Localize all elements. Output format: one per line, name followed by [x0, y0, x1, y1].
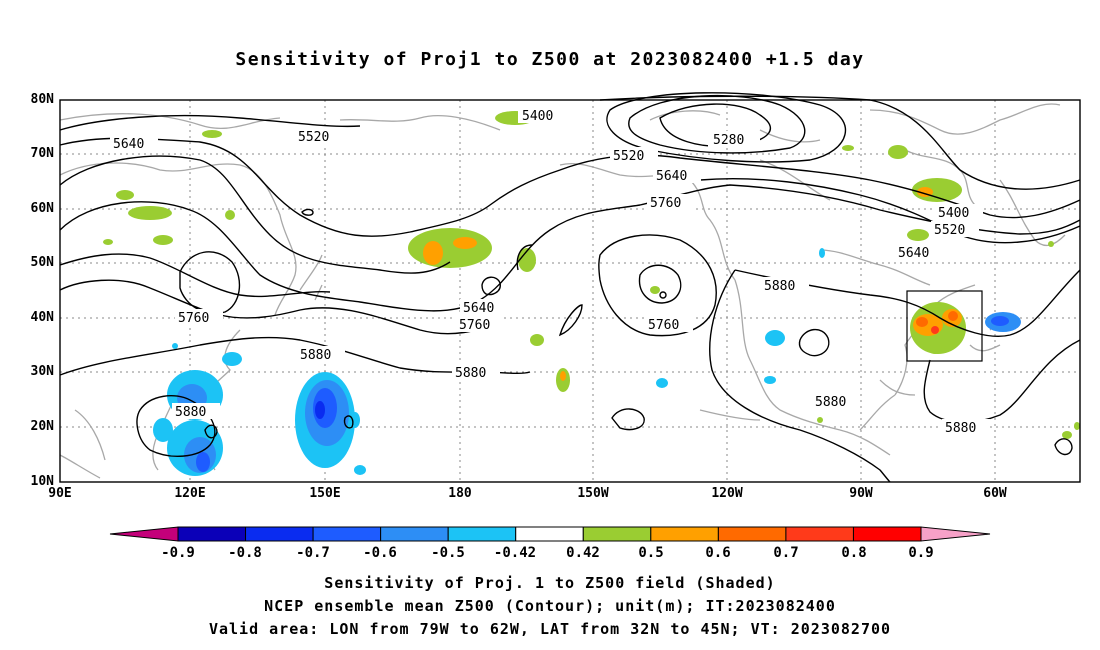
- colorbar: [109, 526, 991, 542]
- lat-label: 60N: [30, 201, 54, 216]
- colorbar-bin: [312, 526, 382, 542]
- colorbar-label: 0.7: [773, 545, 799, 561]
- colorbar-bin: [245, 526, 314, 542]
- lat-label: 50N: [30, 255, 54, 270]
- colorbar-label: 0.5: [638, 545, 664, 561]
- contour-label: 5760: [178, 311, 209, 326]
- valid-area-box: [906, 290, 983, 362]
- contour-label: 5760: [648, 318, 679, 333]
- colorbar-label: -0.6: [363, 545, 397, 561]
- contour-label: 5640: [656, 169, 687, 184]
- colorbar-label: 0.6: [705, 545, 731, 561]
- colorbar-low-cap: [109, 526, 179, 542]
- contour-label: 5880: [300, 348, 331, 363]
- contour-label: 5760: [650, 196, 681, 211]
- contour-label: 5400: [938, 206, 969, 221]
- contour-label: 5880: [764, 279, 795, 294]
- contour-label: 5880: [175, 405, 206, 420]
- colorbar-bin: [380, 526, 449, 542]
- contour-label: 5640: [113, 137, 144, 152]
- contour-label: 5280: [713, 133, 744, 148]
- contour-label: 5640: [898, 246, 929, 261]
- lat-label: 70N: [30, 146, 54, 161]
- footer-line-contour: NCEP ensemble mean Z500 (Contour); unit(…: [264, 597, 836, 615]
- contour-label: 5880: [815, 395, 846, 410]
- footer-line-valid-area: Valid area: LON from 79W to 62W, LAT fro…: [208, 620, 892, 638]
- lat-label: 20N: [30, 419, 54, 434]
- colorbar-label: -0.9: [161, 545, 195, 561]
- colorbar-bin: [650, 526, 719, 542]
- colorbar-bin: [582, 526, 652, 542]
- lon-label: 120E: [174, 486, 206, 501]
- lon-label: 120W: [711, 486, 743, 501]
- shaded-sensitivity: [103, 111, 1080, 476]
- colorbar-high-cap: [920, 526, 991, 542]
- lat-label: 10N: [30, 474, 54, 489]
- contour-label: 5520: [613, 149, 644, 164]
- colorbar-bin: [852, 526, 922, 542]
- contour-label: 5640: [463, 301, 494, 316]
- contour-label: 5520: [298, 130, 329, 145]
- map-frame: [59, 99, 1081, 483]
- colorbar-bin: [515, 526, 584, 542]
- footer-line-shaded: Sensitivity of Proj. 1 to Z500 field (Sh…: [324, 574, 776, 592]
- lon-label: 90E: [48, 486, 72, 501]
- colorbar-label: -0.5: [431, 545, 465, 561]
- colorbar-label: 0.42: [566, 545, 600, 561]
- colorbar-label: -0.8: [228, 545, 262, 561]
- lon-label: 180: [448, 486, 472, 501]
- colorbar-bin: [177, 526, 247, 542]
- colorbar-label: 0.9: [908, 545, 934, 561]
- lon-label: 150W: [577, 486, 609, 501]
- map-title: Sensitivity of Proj1 to Z500 at 20230824…: [235, 49, 865, 70]
- colorbar-label: 0.8: [841, 545, 867, 561]
- lon-label: 150E: [309, 486, 341, 501]
- z500-contours: [59, 92, 1081, 483]
- contour-label: 5880: [945, 421, 976, 436]
- contour-label: 5880: [455, 366, 486, 381]
- contour-label: 5400: [522, 109, 553, 124]
- contour-label: 5760: [459, 318, 490, 333]
- lat-label: 30N: [30, 364, 54, 379]
- colorbar-bin: [717, 526, 787, 542]
- lat-label: 40N: [30, 310, 54, 325]
- contour-label: 5520: [934, 223, 965, 238]
- colorbar-bin: [785, 526, 854, 542]
- colorbar-label: -0.42: [493, 545, 537, 561]
- lon-label: 60W: [983, 486, 1007, 501]
- lat-label: 80N: [30, 92, 54, 107]
- colorbar-bin: [447, 526, 517, 542]
- colorbar-label: -0.7: [296, 545, 330, 561]
- lon-label: 90W: [849, 486, 873, 501]
